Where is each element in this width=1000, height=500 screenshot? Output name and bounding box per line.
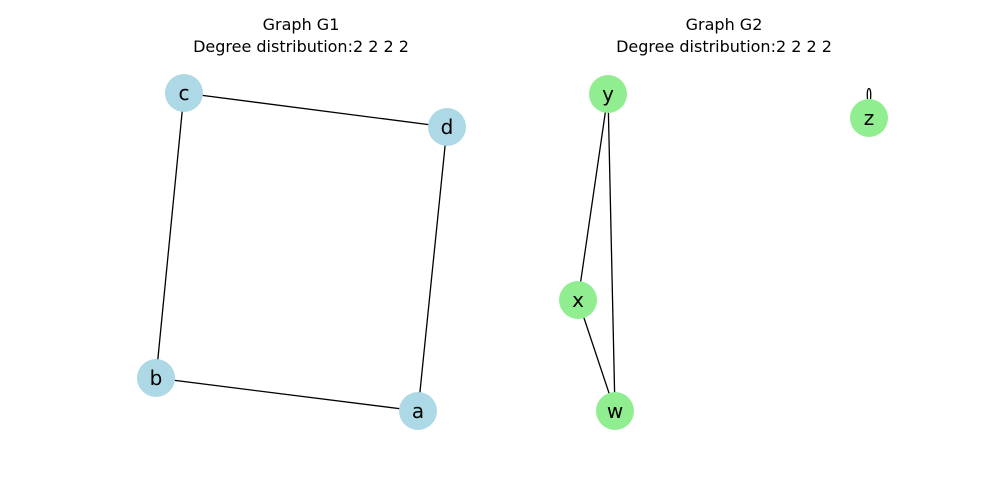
graph-g2-nodes: w x y z [559, 75, 888, 430]
graph-g2-node-x [559, 281, 597, 319]
graph-g1-edge-d-a [417, 126, 448, 412]
graph-g2-node-z [850, 99, 888, 137]
graph-g1-panel: Graph G1 Degree distribution:2 2 2 2 a b c… [137, 15, 466, 430]
graph-g2-node-label-x: x [572, 288, 584, 312]
graph-g2-edge-x-w [577, 299, 616, 412]
graph-g2-edge-y-w [607, 93, 616, 412]
graph-g1-node-b [137, 359, 175, 397]
graph-g2-edge-y-x [577, 93, 609, 301]
graph-g2-node-label-z: z [864, 106, 875, 130]
graph-g2-self-loop-z [866, 87, 872, 100]
graph-g1-node-d [428, 108, 466, 146]
graph-g1-node-label-d: d [441, 115, 454, 139]
graph-g1-edges [155, 92, 448, 412]
graph-g2-edges [577, 87, 872, 412]
graph-g2-node-label-w: w [607, 399, 623, 423]
graph-g1-edge-b-a [155, 377, 419, 412]
graph-g1-subtitle: Degree distribution:2 2 2 2 [193, 37, 409, 56]
graph-g1-edge-c-b [155, 92, 185, 379]
graph-g1-node-c [165, 74, 203, 112]
graph-g2-node-w [596, 392, 634, 430]
graph-g1-node-label-a: a [412, 399, 424, 423]
graph-g1-node-a [399, 392, 437, 430]
graph-g2-panel: Graph G2 Degree distribution:2 2 2 2 w x y… [559, 15, 888, 430]
graph-g1-edge-c-d [183, 92, 448, 128]
graph-g1-nodes: a b c d [137, 74, 466, 430]
graph-g2-subtitle: Degree distribution:2 2 2 2 [616, 37, 832, 56]
graph-g2-node-label-y: y [602, 82, 614, 106]
graph-g1-node-label-c: c [179, 81, 190, 105]
graph-g2-node-y [589, 75, 627, 113]
graph-g1-title: Graph G1 [263, 15, 340, 34]
graph-g2-title: Graph G2 [686, 15, 763, 34]
graph-g1-node-label-b: b [150, 366, 163, 390]
